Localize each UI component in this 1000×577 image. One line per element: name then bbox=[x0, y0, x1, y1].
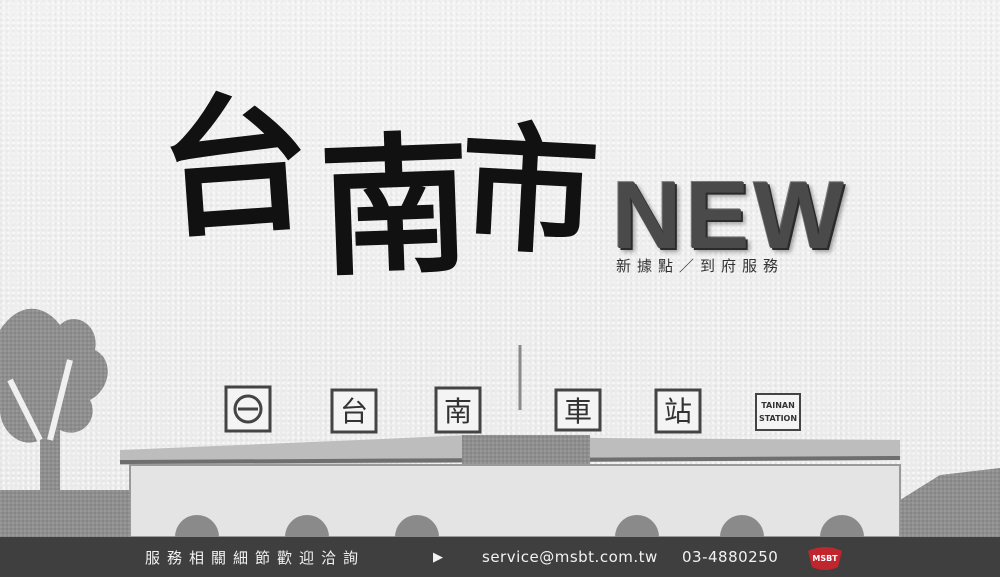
svg-text:MSBT: MSBT bbox=[812, 554, 838, 563]
footer-message: 服務相關細節歡迎洽詢 bbox=[145, 548, 366, 567]
msbt-logo-icon: MSBT bbox=[808, 547, 842, 570]
headline-char-3: 市 bbox=[455, 105, 603, 276]
sign-char-4: 站 bbox=[664, 395, 692, 428]
new-accent-word: NEW bbox=[612, 162, 848, 269]
tree-left bbox=[0, 308, 108, 537]
headline-subtitle: 新據點／到府服務 bbox=[616, 257, 785, 275]
railway-emblem-icon bbox=[233, 394, 263, 424]
sign-char-1: 台 bbox=[340, 395, 368, 428]
phone-link[interactable]: 03-4880250 bbox=[682, 548, 779, 566]
headline-char-1: 台 bbox=[154, 73, 316, 261]
tainan-station-illustration: 台 南 車 站 TAINAN STATION bbox=[0, 308, 1000, 537]
english-sign-line-1: TAINAN bbox=[761, 401, 795, 410]
headline-calligraphy: 台 南 市 bbox=[154, 74, 603, 298]
sign-char-2: 南 bbox=[444, 395, 472, 428]
station-sign-row: 台 南 車 站 TAINAN STATION bbox=[224, 385, 801, 434]
contact-footer: 服務相關細節歡迎洽詢 ▶ service@msbt.com.tw 03-4880… bbox=[0, 537, 1000, 577]
email-link[interactable]: service@msbt.com.tw bbox=[482, 548, 658, 566]
headline-char-2: 南 bbox=[316, 116, 474, 298]
station-facade bbox=[129, 464, 901, 537]
sign-char-3: 車 bbox=[564, 395, 592, 428]
play-triangle-icon: ▶ bbox=[433, 549, 443, 565]
english-sign-line-2: STATION bbox=[759, 414, 797, 423]
vehicles-right bbox=[900, 468, 1000, 537]
station-arches bbox=[175, 515, 864, 537]
